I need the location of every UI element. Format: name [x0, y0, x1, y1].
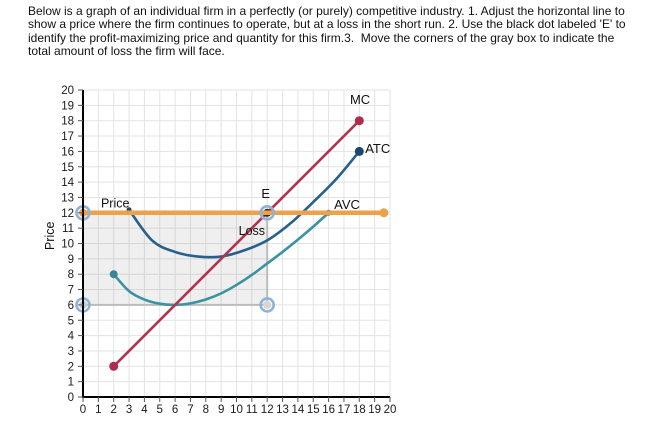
y-tick-label: 3	[68, 346, 74, 358]
x-tick-label: 13	[276, 404, 289, 416]
atc-label: ATC	[365, 141, 390, 156]
x-tick-label: 9	[218, 404, 224, 416]
y-tick-label: 9	[68, 254, 74, 266]
mc-start-dot	[109, 361, 119, 371]
y-tick-label: 13	[61, 192, 74, 204]
y-tick-label: 4	[68, 331, 75, 343]
chart-svg: ATCAVCMCPriceLossE0123456789101112131415…	[43, 85, 397, 416]
y-tick-label: 6	[68, 300, 74, 312]
x-tick-label: 1	[95, 404, 101, 416]
y-tick-label: 1	[68, 377, 74, 389]
x-tick-label: 12	[261, 404, 274, 416]
e-label: E	[261, 186, 270, 201]
avc-label: AVC	[334, 197, 360, 212]
competitive-firm-chart: ATC AVC MC Price Loss E 0 1 2 3 4 5 6 7 8 9 10 11 12 13 14 15…	[40, 85, 430, 416]
y-tick-label: 17	[61, 131, 74, 143]
y-tick-label: 20	[61, 85, 74, 97]
x-tick-label: 2	[110, 404, 116, 416]
loss-box-bottom-right-handle[interactable]	[259, 297, 275, 313]
y-tick-label: 11	[62, 223, 74, 235]
x-tick-label: 17	[338, 404, 351, 416]
y-tick-label: 14	[61, 177, 74, 189]
atc-curve	[127, 150, 361, 259]
avc-curve	[112, 211, 330, 307]
instructions-text: Below is a graph of an individual firm i…	[28, 4, 626, 59]
e-dot-handle[interactable]	[259, 205, 275, 221]
x-tick-label: 15	[307, 404, 320, 416]
x-tick-label: 19	[368, 404, 381, 416]
x-tick-label: 10	[230, 404, 243, 416]
price-line-label: Price	[101, 196, 130, 210]
y-tick-label: 5	[68, 315, 74, 327]
y-tick-label: 8	[68, 269, 74, 281]
x-tick-label: 5	[157, 404, 163, 416]
x-tick-label: 11	[246, 404, 258, 416]
loss-label: Loss	[239, 224, 265, 238]
x-tick-label: 7	[187, 404, 193, 416]
y-axis-title: Price	[43, 222, 57, 251]
mc-curve	[112, 119, 361, 368]
x-tick-label: 4	[141, 404, 148, 416]
x-tick-label: 0	[80, 404, 86, 416]
y-tick-label: 0	[68, 392, 74, 404]
x-tick-label: 3	[126, 404, 132, 416]
y-tick-label: 7	[68, 285, 74, 297]
x-tick-label: 14	[292, 404, 305, 416]
price-line-right-dot	[379, 208, 389, 218]
atc-end-dot	[354, 146, 364, 156]
y-tick-label: 12	[61, 208, 74, 220]
x-tick-label: 8	[203, 404, 209, 416]
y-tick-label: 16	[61, 146, 74, 158]
x-tick-label: 16	[322, 404, 335, 416]
x-tick-label: 20	[384, 404, 397, 416]
mc-label: MC	[350, 92, 370, 107]
x-tick-label: 18	[353, 404, 366, 416]
y-tick-label: 15	[61, 162, 74, 174]
y-tick-label: 19	[61, 100, 74, 112]
mc-end-dot	[354, 116, 364, 126]
y-tick-label: 2	[68, 361, 74, 373]
x-tick-label: 6	[172, 404, 178, 416]
avc-start-dot	[109, 270, 118, 279]
y-tick-label: 10	[61, 239, 74, 251]
y-tick-label: 18	[61, 116, 74, 128]
loss-box-bottom-right-handle-inner	[263, 300, 272, 309]
